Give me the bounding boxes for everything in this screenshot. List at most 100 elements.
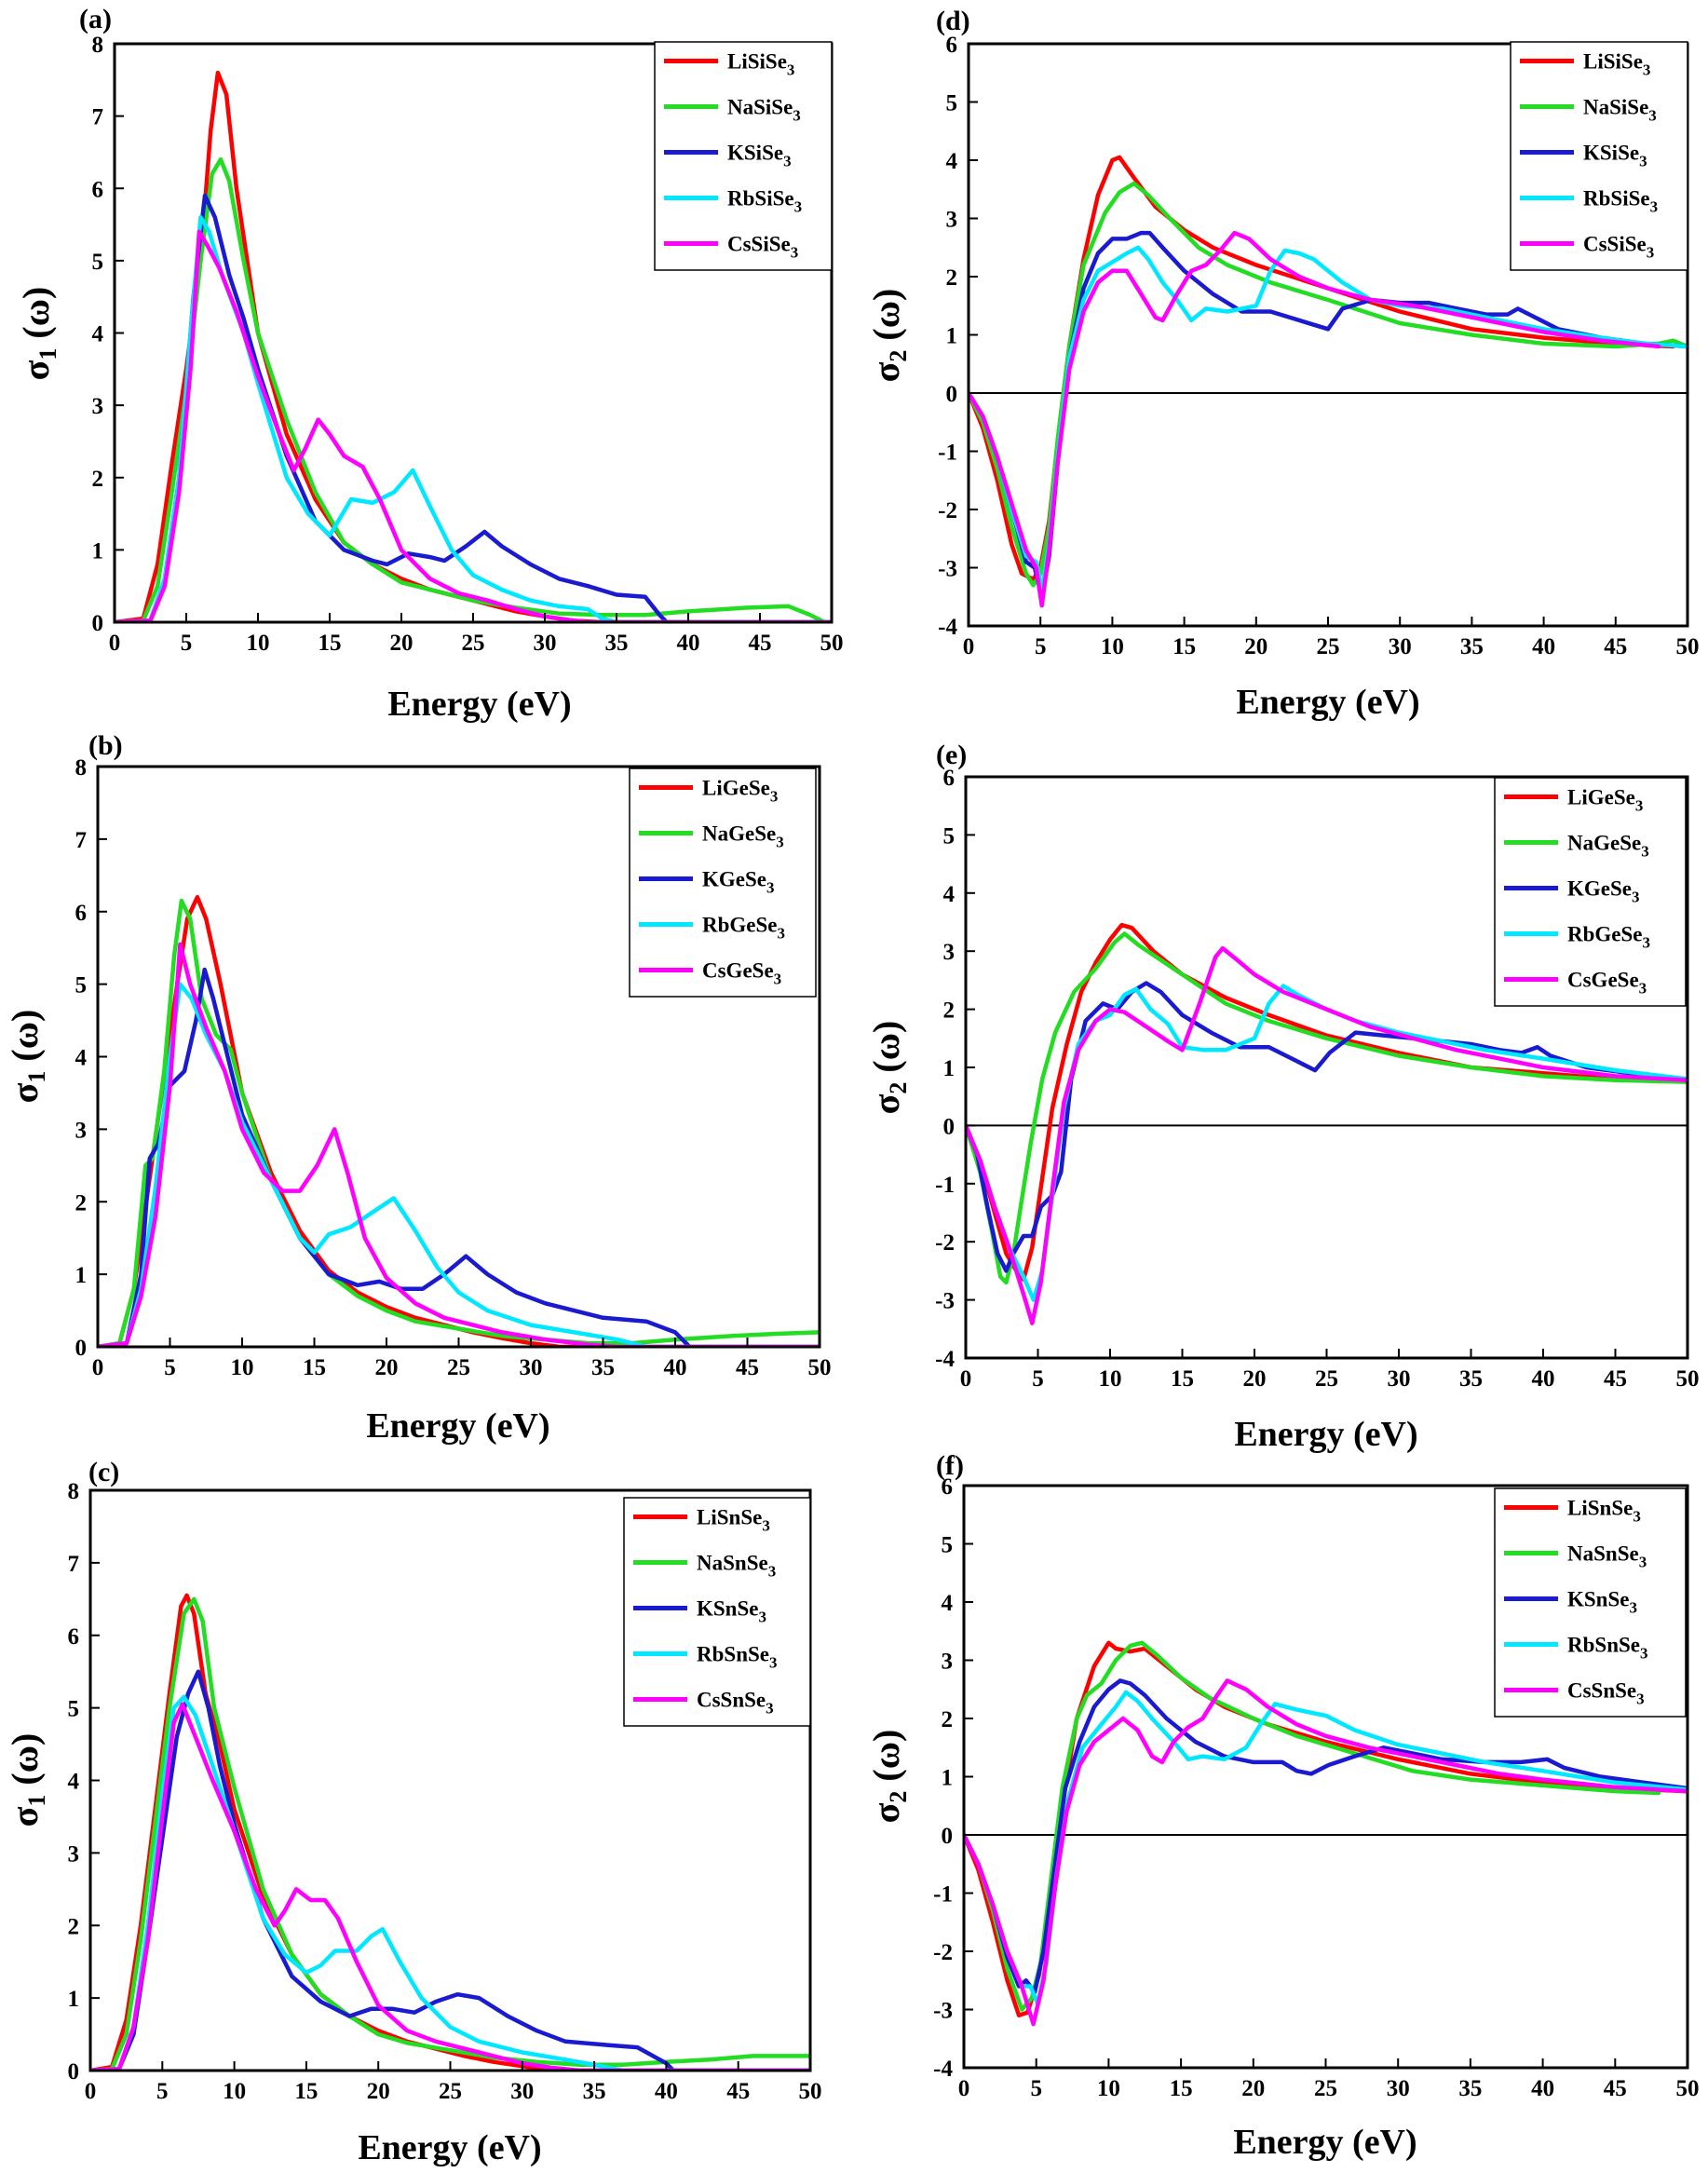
y-tick-label: 6 <box>943 766 956 791</box>
y-axis-label: σ1 (ω) <box>15 287 61 381</box>
x-tick-label: 50 <box>820 631 844 656</box>
y-axis-label: σ1 (ω) <box>4 1010 50 1104</box>
x-tick-label: 50 <box>808 1355 832 1380</box>
x-tick-label: 45 <box>1604 634 1627 659</box>
series-line-cs <box>98 942 820 1347</box>
y-axis-label: σ2 (ω) <box>865 289 912 383</box>
y-tick-label: 1 <box>75 1263 88 1288</box>
x-tick-label: 0 <box>109 631 121 656</box>
x-tick-label: 20 <box>1243 1366 1267 1392</box>
x-tick-label: 15 <box>294 2079 318 2104</box>
y-tick-label: 0 <box>946 382 958 407</box>
x-tick-label: 40 <box>655 2079 678 2104</box>
legend-label-li: LiGeSe3 <box>702 777 778 806</box>
legend-label-rb: RbSnSe3 <box>697 1643 777 1672</box>
x-tick-label: 10 <box>1097 2076 1120 2101</box>
legend-label-cs: CsSiSe3 <box>1583 233 1654 262</box>
legend: LiSnSe3 NaSnSe3 KSnSe3 RbSnSe3 CsSnSe3 <box>1494 1487 1687 1718</box>
x-tick-label: 30 <box>510 2079 534 2104</box>
x-tick-label: 10 <box>247 631 270 656</box>
y-tick-label: -3 <box>938 557 957 582</box>
legend: LiSnSe3 NaSnSe3 KSnSe3 RbSnSe3 CsSnSe3 <box>623 1497 811 1727</box>
x-tick-label: 10 <box>1101 634 1124 659</box>
panel-e: 0 5 10 15 20 25 30 35 40 45 50-4-3-2-10123456(e)En… <box>865 740 1700 1454</box>
x-tick-label: 5 <box>181 631 193 656</box>
x-axis-label: Energy (eV) <box>366 1406 549 1446</box>
y-tick-label: 8 <box>68 1479 80 1504</box>
y-tick-label: 3 <box>942 1650 954 1675</box>
x-tick-label: 35 <box>1458 2076 1482 2101</box>
x-tick-label: 50 <box>1676 2076 1700 2101</box>
series-group <box>966 922 1688 1325</box>
y-tick-label: 7 <box>92 105 104 130</box>
legend-label-li: LiSiSe3 <box>727 50 794 79</box>
x-tick-label: 40 <box>664 1355 687 1380</box>
legend-label-rb: RbGeSe3 <box>1567 923 1650 952</box>
legend: LiGeSe3 NaGeSe3 KGeSe3 RbGeSe3 CsGeSe3 <box>1494 777 1687 1007</box>
series-group <box>90 1593 810 2071</box>
y-tick-label: 1 <box>946 324 958 349</box>
x-tick-label: 25 <box>447 1355 470 1380</box>
y-tick-label: 6 <box>942 1474 954 1500</box>
panel-label: (f) <box>936 1450 964 1481</box>
y-tick-label: 7 <box>75 828 88 853</box>
x-axis-label: Energy (eV) <box>1234 1415 1417 1454</box>
x-tick-label: 30 <box>534 631 557 656</box>
y-tick-label: -4 <box>933 2057 953 2082</box>
x-axis-label: Energy (eV) <box>1236 683 1419 722</box>
legend-box <box>654 41 833 271</box>
legend-label-cs: CsSnSe3 <box>697 1689 774 1718</box>
legend-label-k: KSnSe3 <box>697 1597 766 1626</box>
y-tick-label: -1 <box>938 441 957 466</box>
legend-label-k: KGeSe3 <box>702 868 775 897</box>
legend-label-na: NaGeSe3 <box>702 822 784 851</box>
x-tick-label: 15 <box>1173 634 1196 659</box>
y-tick-label: 3 <box>943 940 956 965</box>
y-tick-label: 5 <box>92 250 104 275</box>
y-tick-label: -3 <box>935 1289 955 1314</box>
x-tick-label: 50 <box>1676 634 1700 659</box>
legend: LiSiSe3 NaSiSe3 KSiSe3 RbSiSe3 CsSiSe3 <box>654 41 833 271</box>
series-line-rb <box>966 984 1688 1302</box>
legend-label-k: KSnSe3 <box>1567 1588 1637 1617</box>
y-tick-label: 4 <box>68 1770 80 1795</box>
x-tick-label: 20 <box>1241 2076 1265 2101</box>
x-tick-label: 35 <box>591 1355 615 1380</box>
x-tick-label: 30 <box>1389 634 1412 659</box>
x-tick-label: 25 <box>1315 1366 1338 1392</box>
legend-label-li: LiSnSe3 <box>697 1506 770 1535</box>
y-tick-label: 5 <box>946 91 958 116</box>
x-tick-label: 5 <box>1032 1366 1044 1392</box>
series-line-rb <box>964 1690 1688 2006</box>
y-tick-label: 8 <box>75 755 88 781</box>
series-line-k <box>964 1678 1688 1995</box>
x-tick-label: 20 <box>1244 634 1267 659</box>
series-line-cs <box>964 1678 1688 2027</box>
series-line-cs <box>115 229 832 622</box>
legend-box <box>623 1497 811 1727</box>
y-tick-label: 2 <box>68 1914 80 1939</box>
y-tick-label: 3 <box>75 1118 88 1143</box>
x-tick-label: 15 <box>1170 2076 1193 2101</box>
panel-label: (b) <box>88 730 123 761</box>
y-tick-label: 2 <box>946 265 958 291</box>
series-group <box>115 70 832 622</box>
legend-box <box>1494 777 1687 1007</box>
legend-label-na: NaSnSe3 <box>697 1552 776 1581</box>
x-tick-label: 15 <box>319 631 342 656</box>
x-tick-label: 0 <box>958 2076 970 2101</box>
x-tick-label: 35 <box>605 631 629 656</box>
legend-label-cs: CsGeSe3 <box>702 959 781 988</box>
series-line-na <box>964 1640 1661 2012</box>
x-tick-label: 50 <box>799 2079 822 2104</box>
x-tick-label: 50 <box>1676 1366 1700 1392</box>
x-tick-label: 30 <box>1387 2076 1410 2101</box>
y-tick-label: 0 <box>75 1336 88 1361</box>
x-tick-label: 15 <box>303 1355 326 1380</box>
y-tick-label: 6 <box>92 177 104 202</box>
series-line-k <box>966 981 1688 1273</box>
x-tick-label: 25 <box>439 2079 462 2104</box>
x-tick-label: 30 <box>520 1355 543 1380</box>
panel-label: (c) <box>88 1457 119 1487</box>
